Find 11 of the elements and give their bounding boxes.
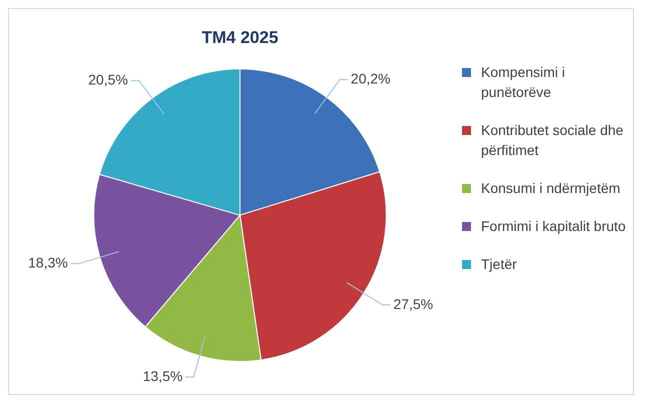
chart-title: TM4 2025 xyxy=(202,28,278,47)
data-label: 20,2% xyxy=(350,70,390,87)
data-label: 20,5% xyxy=(88,71,128,88)
data-label: 18,3% xyxy=(28,254,68,271)
data-label: 13,5% xyxy=(142,368,183,384)
legend-label: Konsumi i ndërmjetëm xyxy=(481,179,620,198)
legend-label: Kontributet sociale dhe përfitimet xyxy=(481,121,624,160)
legend-label: Formimi i kapitalit bruto xyxy=(481,217,626,236)
data-label: 27,5% xyxy=(393,296,434,312)
legend-label: Kompensimi i punëtorëve xyxy=(481,63,566,102)
legend-label: Tjetër xyxy=(481,255,517,274)
